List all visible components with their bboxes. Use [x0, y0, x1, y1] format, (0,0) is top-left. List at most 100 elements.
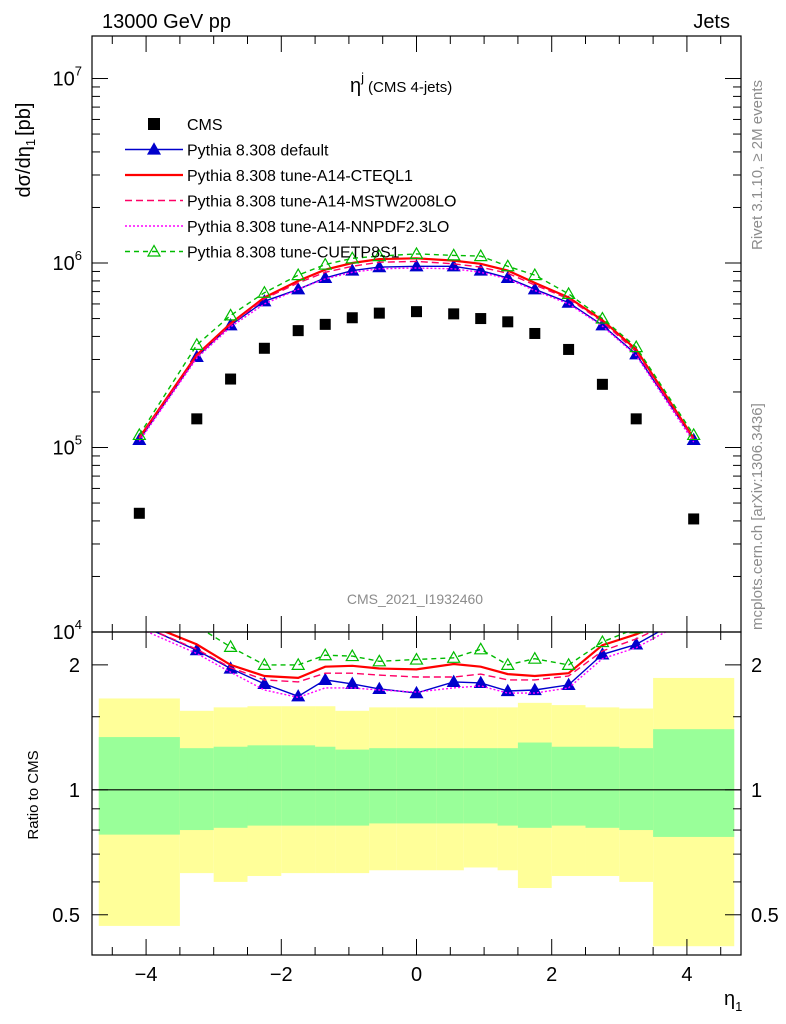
series-marker-ratio	[446, 674, 461, 687]
series-marker-ratio	[688, 606, 700, 617]
y-tick-label: 106	[53, 248, 82, 275]
series-marker-ratio	[561, 657, 576, 670]
ratio-tick-label-left: 2	[69, 655, 80, 677]
series-marker-top	[561, 286, 576, 300]
data-point	[191, 413, 203, 425]
legend-label: Pythia 8.308 tune-A14-NNPDF2.3LO	[187, 219, 449, 236]
data-point	[529, 327, 541, 339]
y-axis-label-ratio: Ratio to CMS	[25, 750, 42, 839]
series-marker-ratio	[291, 657, 306, 670]
ratio-tick-label-right: 1	[751, 780, 762, 802]
rivet-version-label: Rivet 3.1.10, ≥ 2M events	[749, 80, 766, 250]
series-marker-top	[446, 248, 461, 261]
uncertainty-band-green	[653, 729, 735, 837]
series-line-top	[138, 267, 695, 443]
series-marker-top	[561, 295, 576, 308]
uncertainty-band-green	[517, 742, 552, 828]
series-marker-ratio	[133, 607, 145, 618]
uncertainty-band-green	[213, 746, 248, 828]
series-line-top	[138, 265, 695, 441]
legend-entry: Pythia 8.308 tune-A14-MSTW2008LO	[125, 194, 456, 211]
series-marker-top	[595, 311, 610, 324]
series-marker-top	[686, 427, 701, 441]
x-axis-label: η1	[724, 988, 742, 1014]
uncertainty-band-green	[619, 748, 654, 831]
series-marker-ratio	[527, 651, 542, 664]
uncertainty-band-green	[551, 746, 586, 826]
series-marker-ratio	[473, 675, 488, 688]
uncertainty-band-green	[98, 737, 180, 835]
series-line-top	[138, 253, 695, 436]
legend: CMS Pythia 8.308 default Pythia 8.308 tune…	[125, 117, 456, 262]
series-marker-ratio	[191, 620, 203, 631]
uncertainty-band-green	[179, 748, 214, 831]
series-marker-ratio	[595, 634, 610, 648]
series-marker-top	[132, 427, 147, 441]
series-marker-ratio	[629, 632, 644, 634]
series-marker-ratio	[688, 595, 700, 606]
series-marker-top	[372, 248, 387, 262]
uncertainty-band-green	[497, 748, 518, 826]
legend-label: Pythia 8.308 tune-A14-MSTW2008LO	[187, 194, 456, 211]
x-tick-label: −2	[270, 964, 293, 986]
data-point	[563, 343, 575, 355]
series-marker-top	[189, 337, 204, 350]
legend-label: CMS	[187, 117, 223, 134]
plot-title: ηj(CMS 4-jets)	[350, 70, 452, 97]
energy-label: 13000 GeV pp	[102, 11, 231, 33]
series-line-ratio	[154, 632, 653, 683]
series-line-ratio	[205, 632, 629, 666]
legend-entry: Pythia 8.308 default	[125, 142, 329, 160]
series-marker-top	[318, 257, 333, 270]
series-marker-top	[527, 267, 542, 281]
data-point	[292, 325, 304, 337]
series-marker-top	[291, 267, 306, 281]
data-point	[630, 413, 642, 425]
mcplots-label: mcplots.cern.ch [arXiv:1306.3436]	[749, 403, 766, 630]
legend-entry: Pythia 8.308 tune-CUETP8S1	[125, 244, 400, 262]
series-marker-ratio	[257, 657, 272, 670]
series-marker-ratio	[133, 619, 145, 630]
series-line-top	[138, 257, 695, 439]
data-point	[448, 308, 460, 320]
data-point	[225, 373, 237, 385]
data-point	[688, 513, 700, 525]
series-marker-top	[318, 270, 333, 284]
series-marker-ratio	[446, 650, 461, 663]
data-point	[411, 306, 422, 318]
series-marker-ratio	[561, 677, 576, 690]
series-line-ratio	[163, 632, 645, 680]
uncertainty-band-green	[281, 745, 316, 826]
series-marker-top	[345, 251, 360, 264]
process-label: Jets	[693, 11, 730, 33]
data-point	[133, 507, 145, 519]
legend-marker	[146, 244, 162, 257]
legend-label: Pythia 8.308 tune-CUETP8S1	[187, 245, 400, 262]
uncertainty-band-green	[247, 745, 282, 826]
series-marker-ratio	[473, 642, 488, 655]
series-marker-ratio	[291, 689, 306, 702]
ratio-tick-label-left: 0.5	[52, 905, 80, 927]
uncertainty-band-green	[335, 749, 370, 826]
series-marker-ratio	[629, 637, 644, 650]
uncertainty-band-green	[369, 748, 397, 824]
series-marker-ratio	[189, 642, 204, 656]
series-marker-ratio	[527, 682, 542, 696]
legend-label: Pythia 8.308 default	[187, 143, 329, 160]
y-axis-label-top: dσ/dη1[pb]	[13, 103, 38, 198]
data-point	[346, 312, 358, 324]
ratio-tick-label-right: 0.5	[751, 905, 779, 927]
legend-entry: Pythia 8.308 tune-A14-CTEQL1	[125, 168, 413, 185]
uncertainty-band-green	[585, 746, 620, 828]
x-tick-label: 2	[546, 964, 557, 986]
series-marker-ratio	[318, 648, 333, 661]
series-marker-top	[629, 339, 644, 353]
x-tick-label: −4	[135, 964, 158, 986]
x-tick-label: 4	[681, 964, 692, 986]
data-point	[319, 318, 331, 330]
ratio-tick-label-right: 2	[751, 655, 762, 677]
data-point	[596, 378, 608, 390]
series-marker-ratio	[318, 672, 333, 685]
uncertainty-band-green	[463, 748, 498, 824]
